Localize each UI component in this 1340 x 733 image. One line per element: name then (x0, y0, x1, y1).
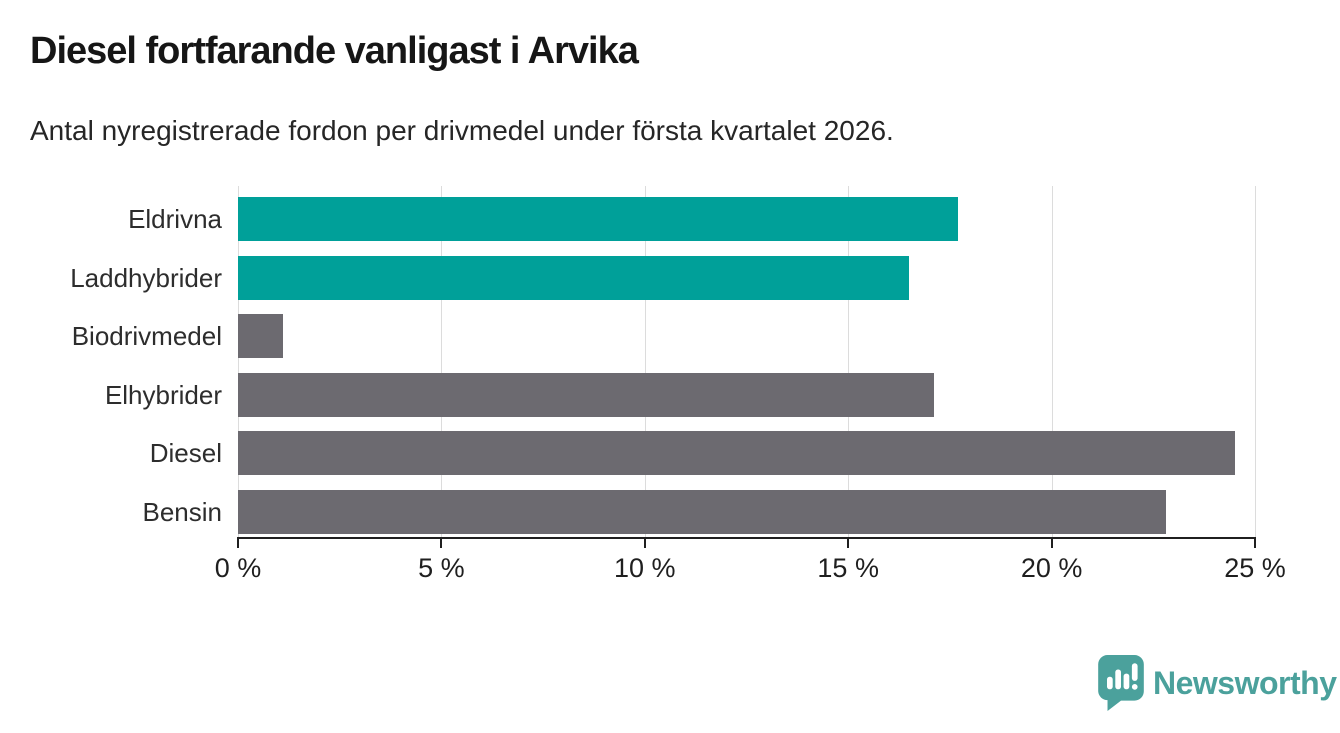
newsworthy-branding: Newsworthy (1098, 655, 1337, 711)
gridline-15 (848, 186, 850, 537)
category-label-eldrivna: Eldrivna (128, 204, 222, 234)
bar-eldrivna (238, 197, 959, 242)
gridline-20 (1051, 186, 1053, 537)
bar-elhybrider (238, 372, 934, 417)
gridline-10 (644, 186, 646, 537)
x-tick-label-15: 15 % (817, 553, 879, 583)
x-tick-label-20: 20 % (1020, 553, 1083, 583)
bar-diesel (238, 431, 1235, 476)
bar-biodrivmedel (238, 314, 283, 359)
category-label-biodrivmedel: Biodrivmedel (71, 321, 222, 351)
bar-bensin (238, 489, 1166, 534)
x-tick-label-25: 25 % (1224, 553, 1286, 583)
chart-title: Diesel fortfarande vanligast i Arvika (30, 30, 639, 72)
x-tick-5 (440, 539, 443, 548)
newsworthy-logo-icon (1098, 655, 1144, 711)
category-label-diesel: Diesel (149, 438, 222, 468)
category-label-elhybrider: Elhybrider (104, 379, 222, 410)
newsworthy-logo-text: Newsworthy (1153, 664, 1337, 701)
x-tick-label-5: 5 % (418, 553, 465, 583)
category-label-laddhybrider: Laddhybrider (70, 262, 222, 293)
x-axis-line (237, 537, 1256, 539)
category-label-bensin: Bensin (142, 496, 223, 527)
category-axis: Eldrivna Laddhybrider Biodrivmedel Elhybrid… (0, 186, 222, 537)
x-tick-label-10: 10 % (614, 553, 676, 583)
x-tick-15 (847, 539, 850, 548)
gridline-5 (441, 186, 443, 537)
x-tick-label-0: 0 % (214, 553, 262, 583)
x-tick-10 (643, 539, 646, 548)
bar-laddhybrider (238, 255, 910, 300)
chart-subtitle: Antal nyregistrerade fordon per drivmede… (30, 115, 894, 146)
plot-area (238, 186, 1256, 537)
x-tick-0 (237, 539, 239, 548)
x-tick-25 (1254, 539, 1256, 548)
x-tick-20 (1050, 539, 1053, 548)
gridline-25 (1255, 186, 1256, 537)
gridline-0 (238, 186, 239, 537)
